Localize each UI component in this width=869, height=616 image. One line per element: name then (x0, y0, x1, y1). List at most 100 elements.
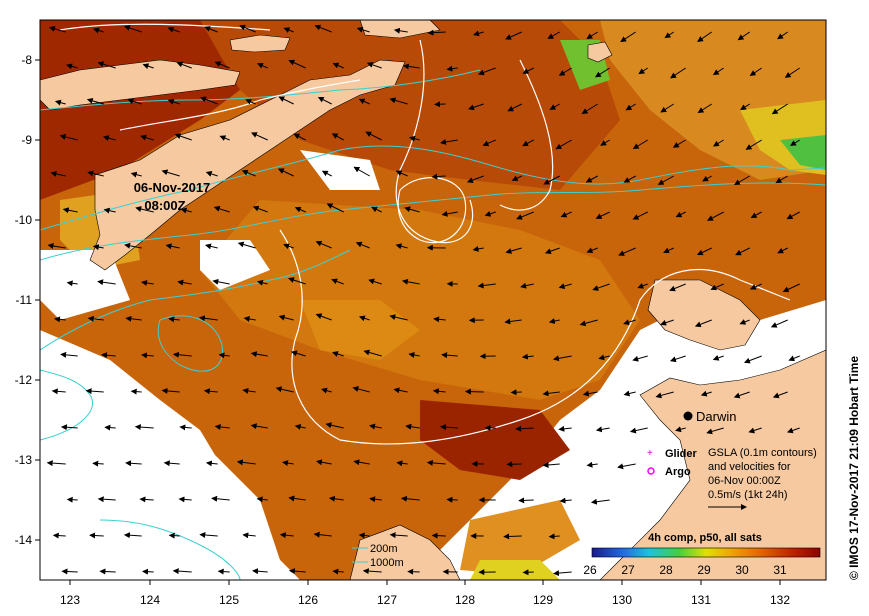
velocity-arrow-icon (707, 211, 724, 221)
velocity-arrow-icon (560, 211, 572, 218)
velocity-arrow-icon (313, 531, 332, 538)
colorbar: 4h comp, p50, all sats 26 27 28 29 30 31 (583, 532, 821, 577)
velocity-arrow-icon (623, 390, 636, 397)
velocity-arrow-icon (51, 388, 66, 395)
velocity-arrow-icon (163, 460, 180, 467)
darwin-marker-icon (683, 411, 693, 421)
velocity-arrow-icon (141, 352, 154, 359)
velocity-arrow-icon (180, 207, 192, 214)
velocity-arrow-icon (172, 351, 192, 358)
velocity-arrow-icon (482, 139, 496, 147)
velocity-arrow-icon (50, 171, 66, 177)
velocity-arrow-icon (740, 103, 750, 111)
velocity-arrow-icon (581, 103, 598, 115)
velocity-arrow-icon (522, 67, 534, 74)
velocity-arrow-icon (282, 460, 294, 467)
velocity-arrow-icon (712, 355, 724, 361)
velocity-arrow-icon (548, 533, 560, 540)
velocity-arrow-icon (511, 175, 522, 181)
velocity-arrow-icon (552, 355, 572, 362)
velocity-arrow-icon (669, 355, 686, 363)
velocity-arrow-icon (54, 99, 66, 106)
velocity-arrow-icon (352, 386, 370, 393)
velocity-arrow-icon (245, 99, 256, 105)
velocity-arrow-icon (125, 460, 142, 467)
velocity-arrow-icon (97, 279, 116, 286)
velocity-arrow-icon (750, 211, 762, 218)
velocity-arrow-icon (167, 26, 180, 33)
velocity-arrow-icon (52, 532, 66, 539)
colorbar-scale (591, 547, 821, 558)
velocity-arrow-icon (733, 391, 750, 399)
velocity-arrow-icon (123, 532, 142, 539)
velocity-arrow-icon (278, 96, 294, 105)
velocity-arrow-icon (141, 279, 154, 286)
velocity-arrow-icon (250, 423, 268, 430)
velocity-arrow-icon (198, 315, 218, 322)
velocity-arrow-icon (595, 211, 610, 219)
gsla-line-3: 06-Nov 00:00Z (708, 475, 781, 487)
velocity-arrow-icon (623, 175, 636, 183)
velocity-arrow-icon (279, 532, 294, 539)
velocity-arrow-icon (97, 61, 116, 69)
velocity-arrow-icon (167, 98, 180, 105)
velocity-arrow-icon (426, 459, 446, 466)
velocity-arrow-icon (638, 67, 648, 75)
velocity-arrow-icon (400, 495, 420, 502)
x-tick-label: 130 (612, 593, 632, 607)
velocity-arrow-icon (440, 139, 458, 145)
velocity-arrow-icon (553, 570, 572, 577)
velocity-arrow-icon (389, 532, 408, 539)
velocity-arrow-icon (204, 26, 218, 33)
velocity-arrow-icon (140, 134, 154, 141)
velocity-arrow-icon (522, 139, 534, 147)
velocity-arrow-icon (47, 243, 66, 249)
velocity-arrow-icon (427, 29, 446, 36)
velocity-arrow-icon (315, 313, 332, 321)
velocity-arrow-icon (168, 532, 180, 539)
velocity-arrow-icon (542, 461, 560, 468)
velocity-arrow-icon (217, 568, 230, 575)
velocity-arrow-icon (786, 211, 800, 220)
colorbar-tick: 26 (583, 563, 597, 577)
x-tick-label: 131 (691, 593, 711, 607)
velocity-arrow-icon (586, 247, 598, 254)
velocity-arrow-icon (205, 460, 218, 467)
velocity-arrow-icon (176, 61, 192, 69)
gsla-line-2: and velocities for (708, 461, 791, 473)
velocity-arrow-icon (505, 31, 522, 40)
velocity-arrow-icon (735, 247, 750, 256)
velocity-arrow-icon (544, 247, 560, 255)
y-tick-label: -11 (16, 293, 33, 307)
velocity-arrow-icon (777, 247, 788, 254)
y-tick-label: -14 (15, 533, 33, 547)
velocity-arrow-icon (358, 98, 370, 105)
velocity-arrow-icon (250, 132, 268, 141)
glider-label: Glider (665, 448, 698, 460)
velocity-arrow-icon (466, 175, 484, 183)
velocity-arrow-icon (632, 355, 648, 362)
velocity-arrow-icon (321, 387, 332, 394)
colorbar-tick: 28 (659, 563, 673, 577)
velocity-arrow-icon (250, 351, 268, 358)
velocity-arrow-icon (200, 96, 218, 105)
velocity-arrow-icon (547, 31, 560, 39)
velocity-arrow-icon (632, 211, 648, 220)
velocity-arrow-icon (520, 282, 534, 289)
y-axis-labels: -8 -9 -10 -11 -12 -13 -14 (15, 53, 33, 547)
y-tick-label: -10 (15, 213, 33, 227)
velocity-arrow-icon (618, 247, 636, 256)
velocity-arrow-icon (516, 211, 534, 220)
velocity-arrow-icon (278, 314, 294, 321)
velocity-arrow-icon (592, 283, 610, 291)
velocity-arrow-icon (315, 459, 332, 466)
velocity-arrow-icon (321, 170, 332, 177)
velocity-arrow-icon (657, 175, 674, 185)
velocity-arrow-icon (629, 427, 648, 434)
velocity-arrow-icon (369, 423, 382, 430)
velocity-arrow-icon (177, 279, 192, 286)
velocity-arrow-icon (518, 497, 534, 504)
velocity-arrow-icon (86, 97, 104, 105)
velocity-arrow-icon (663, 247, 674, 254)
velocity-arrow-icon (283, 27, 294, 33)
